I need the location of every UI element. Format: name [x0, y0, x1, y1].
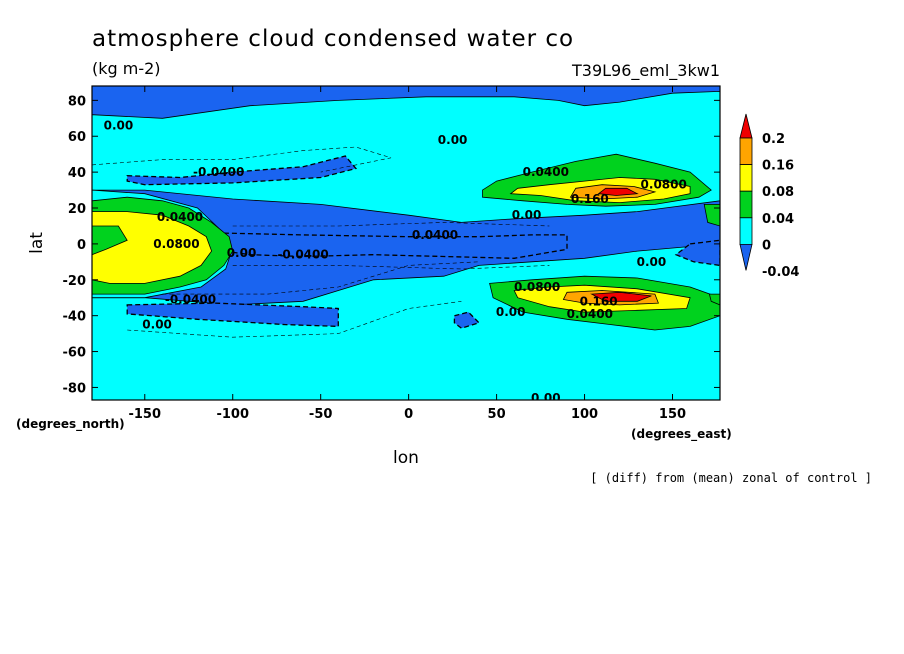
- dashed-contour-line: [232, 265, 550, 270]
- contour-fills: [92, 90, 720, 400]
- y-tick-label: -80: [63, 381, 87, 396]
- blue-south-dot: [453, 311, 481, 329]
- contour-label: -0.0400: [193, 165, 244, 179]
- blue-equator-patch: [223, 232, 568, 259]
- contour-label: 0.0400: [567, 307, 613, 321]
- comparison-note: [ (diff) from (mean) zonal of control ]: [590, 471, 872, 485]
- x-tick-label: 100: [571, 407, 598, 422]
- x-axis-ticks: -150 -100 -50 0 50 100 150: [128, 86, 686, 422]
- contour-label: 0.00: [637, 255, 667, 269]
- y-axis-title: lat: [27, 232, 47, 254]
- dashed-contour-line: [232, 222, 550, 227]
- x-tick-label: 150: [659, 407, 686, 422]
- colorbar-swatch: [739, 164, 753, 192]
- colorbar-top-arrow: [739, 113, 753, 139]
- y-tick-label: -20: [63, 274, 87, 289]
- colorbar-swatch: [739, 137, 753, 166]
- chart-title: atmosphere cloud condensed water co: [92, 26, 574, 52]
- contour-label: 0.160: [571, 192, 609, 206]
- contour-label: 0.00: [227, 246, 257, 260]
- contour-label: 0.0400: [412, 228, 458, 242]
- colorbar-label: 0.04: [762, 212, 794, 227]
- run-id-label: T39L96_eml_3kw1: [571, 61, 720, 81]
- x-unit-label: (degrees_east): [631, 427, 732, 442]
- colorbar-label: 0.2: [762, 132, 785, 147]
- yellow-west: [92, 211, 213, 284]
- contour-label: -0.0400: [277, 248, 328, 262]
- colorbar-label: -0.04: [762, 265, 799, 280]
- contour-lines: [92, 146, 550, 338]
- contour-label: 0.00: [142, 318, 172, 332]
- green-east-edge-n: [703, 203, 720, 227]
- dashed-contour-line: [162, 261, 480, 295]
- colorbar-label: 0.16: [762, 159, 794, 174]
- dashed-contour-line: [127, 301, 462, 338]
- x-tick-label: -150: [128, 407, 161, 422]
- red-south: [590, 291, 652, 302]
- contour-label: 0.160: [580, 294, 618, 308]
- blue-east-strip: [674, 239, 720, 267]
- x-tick-label: -100: [216, 407, 249, 422]
- y-axis-ticks: 80 60 40 20 0 -20 -40 -60 -80: [63, 94, 720, 396]
- contour-label: 0.00: [512, 208, 542, 222]
- colorbar-label: 0.08: [762, 185, 794, 200]
- green-east-edge-s: [708, 293, 720, 306]
- contour-label: 0.0800: [641, 178, 687, 192]
- y-tick-label: 40: [68, 166, 86, 181]
- y-tick-label: -60: [63, 346, 87, 361]
- contour-label: 0.0800: [514, 280, 560, 294]
- contour-label: 0.00: [496, 305, 526, 319]
- y-tick-label: 0: [77, 238, 86, 253]
- red-north: [597, 187, 639, 196]
- x-axis-title: lon: [393, 448, 419, 468]
- colorbar-bottom-arrow: [739, 243, 753, 271]
- dashed-contour-line: [92, 146, 392, 173]
- contour-label: 0.0800: [153, 237, 199, 251]
- contour-label: 0.0400: [523, 165, 569, 179]
- x-tick-label: 50: [488, 407, 506, 422]
- blue-south-patch: [126, 302, 339, 328]
- colorbar-label: 0: [762, 238, 771, 253]
- colorbar-swatch: [739, 190, 753, 219]
- x-tick-label: -50: [309, 407, 333, 422]
- plot-area: 0.00 0.00 -0.0400 0.0400 0.0800 0.160 0.00 0.04…: [92, 86, 720, 405]
- y-unit-label: (degrees_north): [16, 417, 125, 432]
- contour-label: 0.00: [531, 391, 561, 405]
- chart-units: (kg m-2): [92, 59, 161, 78]
- colorbar: 0.2 0.16 0.08 0.04 0 -0.04: [739, 113, 799, 280]
- y-tick-label: 80: [68, 94, 86, 109]
- contour-label: 0.00: [104, 119, 134, 133]
- contour-label: -0.0400: [165, 293, 216, 307]
- plot-frame: [91, 85, 721, 401]
- y-tick-label: -40: [63, 310, 87, 325]
- contour-label: 0.0400: [157, 210, 203, 224]
- x-tick-label: 0: [404, 407, 413, 422]
- contour-labels: 0.00 0.00 -0.0400 0.0400 0.0800 0.160 0.00 0.04…: [104, 119, 687, 405]
- y-tick-label: 60: [68, 130, 86, 145]
- blue-north-patch: [126, 155, 358, 186]
- y-tick-label: 20: [68, 202, 86, 217]
- colorbar-swatch: [739, 217, 753, 245]
- contour-label: 0.00: [438, 133, 468, 147]
